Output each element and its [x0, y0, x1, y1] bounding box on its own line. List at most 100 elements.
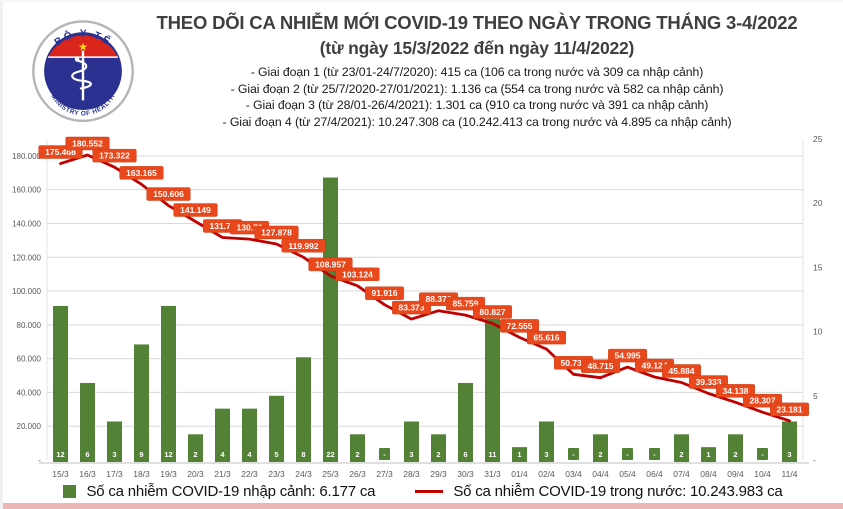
- line-label-box: [473, 305, 513, 319]
- bar-label: 4: [220, 450, 225, 459]
- x-axis-tick: 11/4: [782, 469, 798, 479]
- moh-logo: ★ BỘ Y TẾ MINISTRY OF HEALTH: [32, 20, 134, 123]
- chart-plot-area: - 20.000 40.000 60.000 80.000 100.000 120.000 1…: [12, 134, 823, 479]
- bar-label-box: [350, 448, 365, 460]
- line-label-box: [146, 187, 191, 201]
- bar-label-box: [134, 448, 149, 460]
- bar-label: 5: [274, 450, 278, 459]
- bar-label-box: [568, 448, 579, 460]
- line-label: 141.149: [180, 205, 211, 215]
- x-axis-tick: 15/3: [52, 469, 69, 479]
- bar-label-box: [80, 448, 95, 460]
- bar-label: -: [653, 450, 656, 459]
- bar-label: 1: [517, 450, 521, 459]
- y-axis-right-tick: 20: [813, 198, 823, 208]
- line-label-box: [770, 402, 810, 417]
- y-axis-right-tick: 10: [813, 327, 823, 337]
- line-label-box: [65, 136, 110, 151]
- x-axis-tick: 07/4: [673, 469, 690, 479]
- bar: [485, 318, 500, 462]
- y-axis-right-tick: 15: [813, 262, 823, 272]
- x-axis-tick: 06/4: [646, 469, 663, 479]
- line-label: 45.884: [669, 366, 695, 376]
- x-axis-tick: 10/4: [754, 469, 771, 479]
- x-axis-tick: 27/3: [376, 469, 393, 479]
- bar-label-box: [431, 448, 446, 460]
- phase-4-line: - Giai đoạn 4 (từ 27/4/2021): 10.247.308…: [222, 114, 732, 129]
- x-axis-tick: 28/3: [403, 469, 420, 479]
- y-axis-right-tick: 25: [813, 134, 823, 144]
- line-label: 28.307: [750, 396, 776, 406]
- bar-label: -: [761, 450, 764, 459]
- bar-label: 2: [598, 450, 602, 459]
- line-label: 150.606: [153, 189, 184, 199]
- x-axis-tick: 05/4: [619, 469, 636, 479]
- y-axis-left-tick: 100.000: [12, 287, 41, 296]
- bar-label-box: [323, 448, 338, 460]
- bar-label-box: [161, 448, 176, 460]
- x-axis-tick: 03/4: [565, 469, 582, 479]
- logo-star-icon: ★: [78, 42, 88, 54]
- line-label-box: [254, 225, 299, 240]
- bar-label: 3: [409, 450, 413, 459]
- line-label-box: [365, 286, 405, 300]
- line-label: 180.552: [72, 138, 103, 148]
- x-axis-tick: 23/3: [268, 469, 285, 479]
- x-axis-tick: 02/4: [538, 469, 555, 479]
- bar: [80, 382, 95, 462]
- line-label: 72.555: [507, 321, 533, 331]
- chart-legend: Số ca nhiễm COVID-19 nhập cảnh: 6.177 ca…: [3, 483, 843, 500]
- bar-label: 4: [247, 450, 252, 459]
- line-label-box: [581, 359, 621, 373]
- y-axis-left-tick: 180.000: [12, 152, 41, 161]
- line-label-box: [173, 203, 218, 217]
- bar-label: 8: [301, 450, 305, 459]
- x-axis-tick: 21/3: [214, 469, 231, 479]
- bar: [269, 395, 284, 462]
- line-label: 34.138: [723, 386, 749, 396]
- bar-label-box: [622, 448, 633, 460]
- x-axis-tick: 17/3: [106, 469, 123, 479]
- line-label: 88.376: [426, 294, 452, 304]
- bar-label: -: [626, 450, 629, 459]
- line-label: 83.373: [399, 303, 425, 313]
- x-axis-tick: 26/3: [349, 469, 366, 479]
- bar-label-box: [242, 448, 257, 460]
- x-axis-tick: 25/3: [322, 469, 339, 479]
- line-label-box: [281, 239, 326, 253]
- line-label: 65.616: [534, 333, 560, 343]
- bar-label: 22: [326, 450, 334, 459]
- bar-label: -: [383, 450, 386, 459]
- x-axis-tick: 19/3: [160, 469, 177, 479]
- bar-label: 2: [193, 450, 197, 459]
- bar-label: 1: [706, 450, 710, 459]
- bar-label-box: [269, 448, 284, 460]
- bar-label-box: [188, 448, 203, 460]
- bar-label-box: [215, 448, 230, 460]
- bottom-accent-strip: [3, 503, 843, 509]
- phase-3-line: - Giai đoạn 3 (từ 28/01-26/4/2021): 1.30…: [245, 98, 709, 112]
- bar-label-box: [701, 448, 716, 460]
- y-axis-left-tick: 40.000: [17, 388, 42, 397]
- bar-label-box: [53, 448, 68, 460]
- x-axis-tick: 20/3: [187, 469, 204, 479]
- x-axis-tick: 29/3: [430, 469, 447, 479]
- y-axis-left-tick: 140.000: [12, 219, 41, 228]
- bar-label-box: [593, 448, 608, 460]
- bar-label-box: [485, 448, 500, 460]
- page-title: THEO DÕI CA NHIỄM MỚI COVID-19 THEO NGÀY…: [156, 12, 798, 33]
- line-label: 175.468: [45, 147, 76, 157]
- bar-label: 2: [679, 450, 683, 459]
- x-axis-tick: 22/3: [241, 469, 258, 479]
- bar-label-box: [404, 448, 419, 460]
- page-subtitle: (từ ngày 15/3/2022 đến ngày 11/4/2022): [319, 38, 635, 58]
- line-label-box: [527, 330, 567, 345]
- line-label: 54.995: [615, 351, 641, 361]
- bar: [323, 177, 338, 462]
- line-label: 91.916: [372, 288, 398, 298]
- bar-label: 12: [164, 450, 172, 459]
- logo-caduceus-icon: [71, 50, 92, 101]
- line-label: 173.322: [99, 151, 130, 161]
- line-legend-label: Số ca nhiễm COVID-19 trong nước: 10.243.…: [453, 483, 783, 500]
- header: THEO DÕI CA NHIỄM MỚI COVID-19 THEO NGÀY…: [123, 12, 831, 130]
